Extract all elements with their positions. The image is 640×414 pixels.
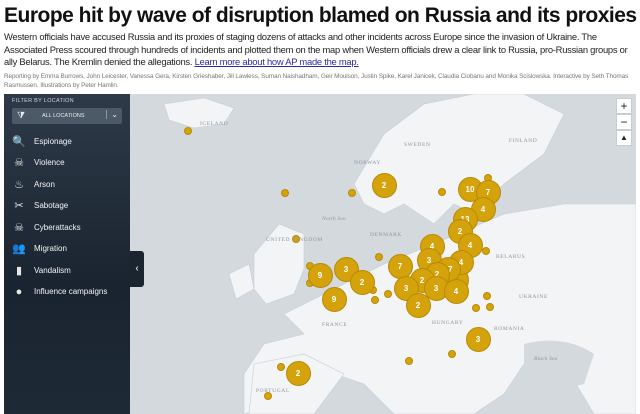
category-label: Espionage <box>34 137 72 146</box>
category-vandalism[interactable]: ▮ Vandalism <box>12 263 71 279</box>
label-belarus: BELARUS <box>496 253 526 260</box>
fire-icon: ♨ <box>14 179 24 191</box>
label-iceland: ICELAND <box>200 120 229 127</box>
incident-cluster-marker[interactable]: 4 <box>443 279 469 304</box>
zoom-out-button[interactable]: − <box>616 113 632 130</box>
incident-marker[interactable] <box>482 246 490 255</box>
zoom-in-button[interactable]: + <box>616 97 632 114</box>
incident-marker[interactable] <box>483 291 491 300</box>
label-hungary: HUNGARY <box>432 319 464 326</box>
category-cyberattacks[interactable]: ☠ Cyberattacks <box>12 220 81 236</box>
credits: Reporting by Emma Burrows, John Leiceste… <box>4 72 629 89</box>
incident-marker[interactable] <box>486 302 494 311</box>
category-violence[interactable]: ☠ Violence <box>12 155 65 171</box>
incident-cluster-marker[interactable]: 9 <box>321 287 347 312</box>
category-label: Sabotage <box>34 201 69 210</box>
incident-marker[interactable] <box>438 187 446 196</box>
map[interactable]: 210741324434717239223349232 ICELAND NORW… <box>4 93 636 414</box>
incident-cluster-marker[interactable]: 3 <box>393 276 419 301</box>
category-label: Influence campaigns <box>34 287 108 296</box>
incident-marker[interactable] <box>264 391 272 400</box>
category-sabotage[interactable]: ✂ Sabotage <box>12 198 68 214</box>
incident-marker[interactable] <box>405 356 413 365</box>
label-ukraine: UKRAINE <box>519 293 548 300</box>
incident-cluster-marker[interactable]: 2 <box>405 293 431 318</box>
intro: Western officials have accused Russia an… <box>4 31 636 69</box>
magnifier-icon: 🔍 <box>12 136 26 148</box>
filter-title: FILTER BY LOCATION <box>12 97 74 104</box>
incident-marker[interactable] <box>348 188 356 197</box>
incident-cluster-marker[interactable]: 2 <box>285 361 311 386</box>
headline: Europe hit by wave of disruption blamed … <box>4 4 637 27</box>
incident-cluster-marker[interactable]: 9 <box>307 263 333 288</box>
label-france: FRANCE <box>322 321 348 328</box>
incident-marker[interactable] <box>184 126 192 135</box>
incident-marker[interactable] <box>281 188 289 197</box>
spray-can-icon: ▮ <box>15 265 23 277</box>
label-north-sea: North Sea <box>322 215 346 222</box>
incident-cluster-marker[interactable]: 2 <box>349 270 375 295</box>
methodology-link[interactable]: Learn more about how AP made the map. <box>194 56 359 67</box>
people-icon: 👥 <box>12 243 26 255</box>
incident-marker[interactable] <box>384 289 392 298</box>
intro-text: Western officials have accused Russia an… <box>4 31 628 67</box>
category-migration[interactable]: 👥 Migration <box>12 241 67 257</box>
category-arson[interactable]: ♨ Arson <box>12 177 55 193</box>
category-label: Migration <box>34 244 67 253</box>
location-select-value: ALL LOCATIONS <box>42 112 85 119</box>
category-espionage[interactable]: 🔍 Espionage <box>12 134 72 150</box>
wire-cutter-icon: ✂ <box>14 200 24 212</box>
location-select[interactable]: ⧩ ALL LOCATIONS ⌄ <box>12 107 122 124</box>
category-influence-campaigns[interactable]: ● Influence campaigns <box>12 284 108 300</box>
label-norway: NORWAY <box>354 159 381 166</box>
label-sweden: SWEDEN <box>404 141 431 148</box>
article-header: Europe hit by wave of disruption blamed … <box>0 0 640 90</box>
incident-marker[interactable] <box>448 349 456 358</box>
incident-marker[interactable] <box>371 295 379 304</box>
compass-button[interactable]: ▲ <box>616 129 632 146</box>
chevron-left-icon: ‹ <box>135 263 139 274</box>
incident-marker[interactable] <box>472 303 480 312</box>
label-uk: UNITED KINGDOM <box>266 236 323 243</box>
incident-cluster-marker[interactable]: 3 <box>465 327 491 352</box>
label-denmark: DENMARK <box>370 231 403 238</box>
filter-panel: FILTER BY LOCATION ⧩ ALL LOCATIONS ⌄ 🔍 Es… <box>4 93 130 414</box>
chevron-down-icon: ⌄ <box>106 109 118 119</box>
skull-icon: ☠ <box>14 157 24 169</box>
category-label: Cyberattacks <box>34 223 81 232</box>
incident-cluster-marker[interactable]: 2 <box>371 173 397 198</box>
incident-marker[interactable] <box>277 362 285 371</box>
head-icon: ● <box>15 285 23 298</box>
collapse-panel-button[interactable]: ‹ <box>130 250 144 287</box>
category-label: Arson <box>34 180 55 189</box>
category-label: Vandalism <box>34 266 71 275</box>
label-finland: FINLAND <box>509 137 538 144</box>
category-label: Violence <box>34 158 65 167</box>
label-portugal: PORTUGAL <box>256 387 290 394</box>
incident-marker[interactable] <box>292 234 300 243</box>
computer-skull-icon: ☠ <box>14 222 24 234</box>
label-romania: ROMANIA <box>494 325 525 332</box>
incident-marker[interactable] <box>375 252 383 261</box>
funnel-icon: ⧩ <box>17 109 26 120</box>
label-black-sea: Black Sea <box>534 355 558 362</box>
